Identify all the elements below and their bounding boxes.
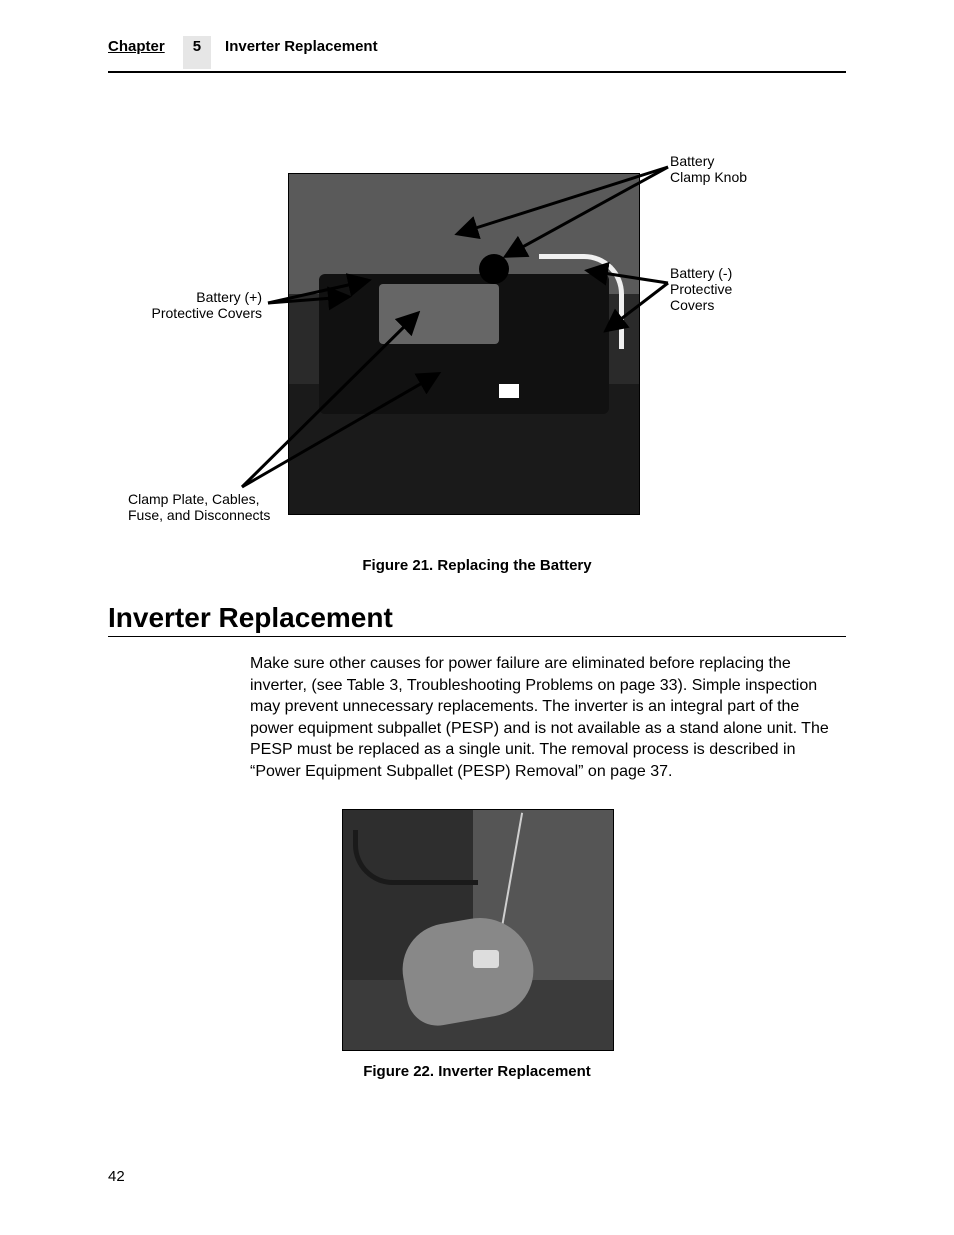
chapter-number: 5 xyxy=(183,36,211,69)
chapter-title: Inverter Replacement xyxy=(225,38,378,55)
page-number: 42 xyxy=(108,1168,125,1185)
chapter-label: Chapter xyxy=(108,38,165,55)
page: Chapter 5 Inverter Replacement BatteryCl… xyxy=(0,0,954,1235)
page-header: Chapter 5 Inverter Replacement xyxy=(108,36,846,73)
callout-battery-neg-covers: Battery (-)ProtectiveCovers xyxy=(670,265,732,313)
figure-22 xyxy=(342,809,612,1049)
callout-battery-pos-covers: Battery (+)Protective Covers xyxy=(142,289,262,321)
callout-clamp-plate: Clamp Plate, Cables,Fuse, and Disconnect… xyxy=(128,491,270,523)
figure-21-caption: Figure 21. Replacing the Battery xyxy=(108,557,846,574)
section-heading: Inverter Replacement xyxy=(108,602,846,637)
figure-21: BatteryClamp Knob Battery (-)ProtectiveC… xyxy=(108,153,846,543)
figure-22-caption: Figure 22. Inverter Replacement xyxy=(108,1063,846,1080)
callout-battery-clamp-knob: BatteryClamp Knob xyxy=(670,153,747,185)
figure-22-photo xyxy=(342,809,614,1051)
figure-21-photo xyxy=(288,173,640,515)
section-body: Make sure other causes for power failure… xyxy=(250,653,846,783)
